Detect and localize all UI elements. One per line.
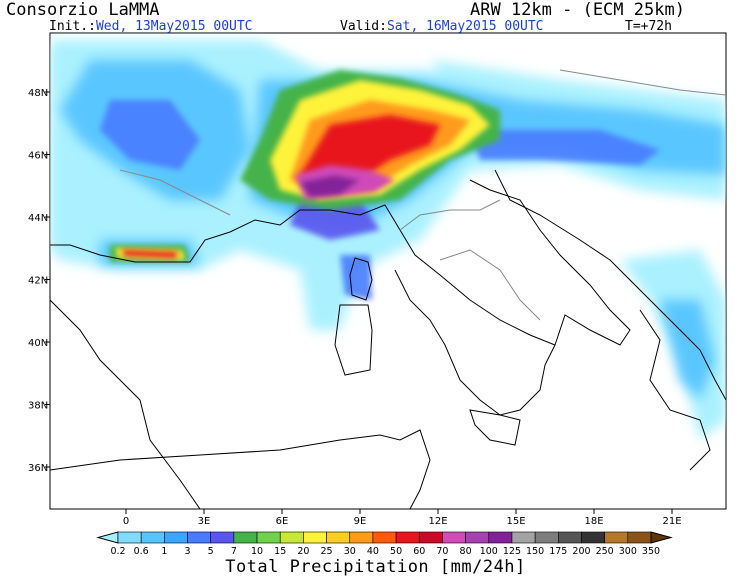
valid-time: Valid:Sat, 16May2015 00UTC bbox=[340, 19, 544, 34]
colorbar: 0.2 0.6 1 3 5 7 10 15 20 25 30 40 50 60 70 80 100 125 150 1… bbox=[96, 531, 673, 557]
colorbar-max-arrow bbox=[650, 531, 673, 544]
org-title: Consorzio LaMMA bbox=[6, 0, 160, 20]
colorbar-level: 300 bbox=[619, 546, 637, 557]
precipitation-field bbox=[50, 40, 726, 440]
lon-label: 6E bbox=[276, 516, 289, 527]
lon-label: 15E bbox=[506, 516, 525, 527]
colorbar-box bbox=[418, 531, 443, 544]
lon-label: 0 bbox=[123, 516, 129, 527]
lon-label: 18E bbox=[584, 516, 603, 527]
colorbar-box bbox=[604, 531, 629, 544]
longitude-labels: 0 3E 6E 9E 12E 15E 18E 21E bbox=[123, 509, 682, 527]
colorbar-level: 1 bbox=[161, 546, 167, 557]
lon-label: 21E bbox=[662, 516, 681, 527]
colorbar-box bbox=[279, 531, 304, 544]
colorbar-level: 10 bbox=[251, 546, 263, 557]
lat-label: 36N bbox=[28, 463, 48, 474]
colorbar-level: 125 bbox=[503, 546, 521, 557]
colorbar-title: Total Precipitation [mm/24h] bbox=[225, 557, 526, 577]
colorbar-level: 50 bbox=[390, 546, 402, 557]
colorbar-box bbox=[210, 531, 235, 544]
lon-label: 12E bbox=[428, 516, 447, 527]
colorbar-level: 60 bbox=[413, 546, 425, 557]
colorbar-box bbox=[442, 531, 466, 544]
colorbar-level: 0.6 bbox=[134, 546, 149, 557]
colorbar-box bbox=[372, 531, 397, 544]
colorbar-level: 20 bbox=[297, 546, 309, 557]
colorbar-box bbox=[164, 531, 188, 544]
colorbar-box bbox=[627, 531, 652, 544]
colorbar-box bbox=[233, 531, 258, 544]
lat-label: 46N bbox=[28, 151, 48, 162]
colorbar-box bbox=[534, 531, 559, 544]
colorbar-level: 0.2 bbox=[110, 546, 125, 557]
colorbar-box bbox=[326, 531, 351, 544]
colorbar-box bbox=[465, 531, 490, 544]
colorbar-box bbox=[511, 531, 536, 544]
colorbar-box bbox=[303, 531, 327, 544]
colorbar-box bbox=[581, 531, 605, 544]
colorbar-box bbox=[558, 531, 582, 544]
colorbar-level: 15 bbox=[274, 546, 286, 557]
colorbar-level: 3 bbox=[184, 546, 190, 557]
lat-label: 42N bbox=[28, 276, 48, 287]
colorbar-level: 7 bbox=[231, 546, 237, 557]
lon-label: 9E bbox=[354, 516, 367, 527]
init-value: Wed, 13May2015 00UTC bbox=[95, 19, 253, 34]
valid-label: Valid: bbox=[340, 19, 387, 34]
colorbar-box bbox=[256, 531, 281, 544]
forecast-step: T=+72h bbox=[625, 19, 672, 34]
init-time: Init.:Wed, 13May2015 00UTC bbox=[49, 19, 253, 34]
lat-label: 44N bbox=[28, 213, 48, 224]
colorbar-box bbox=[140, 531, 165, 544]
colorbar-level: 40 bbox=[367, 546, 379, 557]
colorbar-box bbox=[187, 531, 211, 544]
colorbar-min-arrow bbox=[96, 531, 119, 544]
latitude-labels: 48N 46N 44N 42N 40N 38N 36N bbox=[28, 88, 50, 474]
coastlines bbox=[50, 69, 726, 509]
lon-label: 3E bbox=[198, 516, 211, 527]
colorbar-level: 100 bbox=[480, 546, 498, 557]
colorbar-level: 5 bbox=[208, 546, 214, 557]
valid-value: Sat, 16May2015 00UTC bbox=[386, 19, 544, 34]
model-title: ARW 12km - (ECM 25km) bbox=[470, 0, 685, 20]
colorbar-box bbox=[488, 531, 513, 544]
colorbar-box bbox=[349, 531, 374, 544]
colorbar-level: 350 bbox=[642, 546, 660, 557]
lat-label: 40N bbox=[28, 338, 48, 349]
colorbar-level: 150 bbox=[526, 546, 544, 557]
colorbar-level: 25 bbox=[321, 546, 333, 557]
colorbar-level: 175 bbox=[549, 546, 567, 557]
colorbar-level: 200 bbox=[572, 546, 590, 557]
colorbar-level: 80 bbox=[460, 546, 472, 557]
colorbar-box bbox=[395, 531, 420, 544]
lat-label: 48N bbox=[28, 88, 48, 99]
colorbar-level: 70 bbox=[436, 546, 448, 557]
lat-label: 38N bbox=[28, 401, 48, 412]
colorbar-box bbox=[117, 531, 142, 544]
colorbar-level: 250 bbox=[596, 546, 614, 557]
colorbar-level: 30 bbox=[344, 546, 356, 557]
init-label: Init.: bbox=[49, 19, 96, 34]
